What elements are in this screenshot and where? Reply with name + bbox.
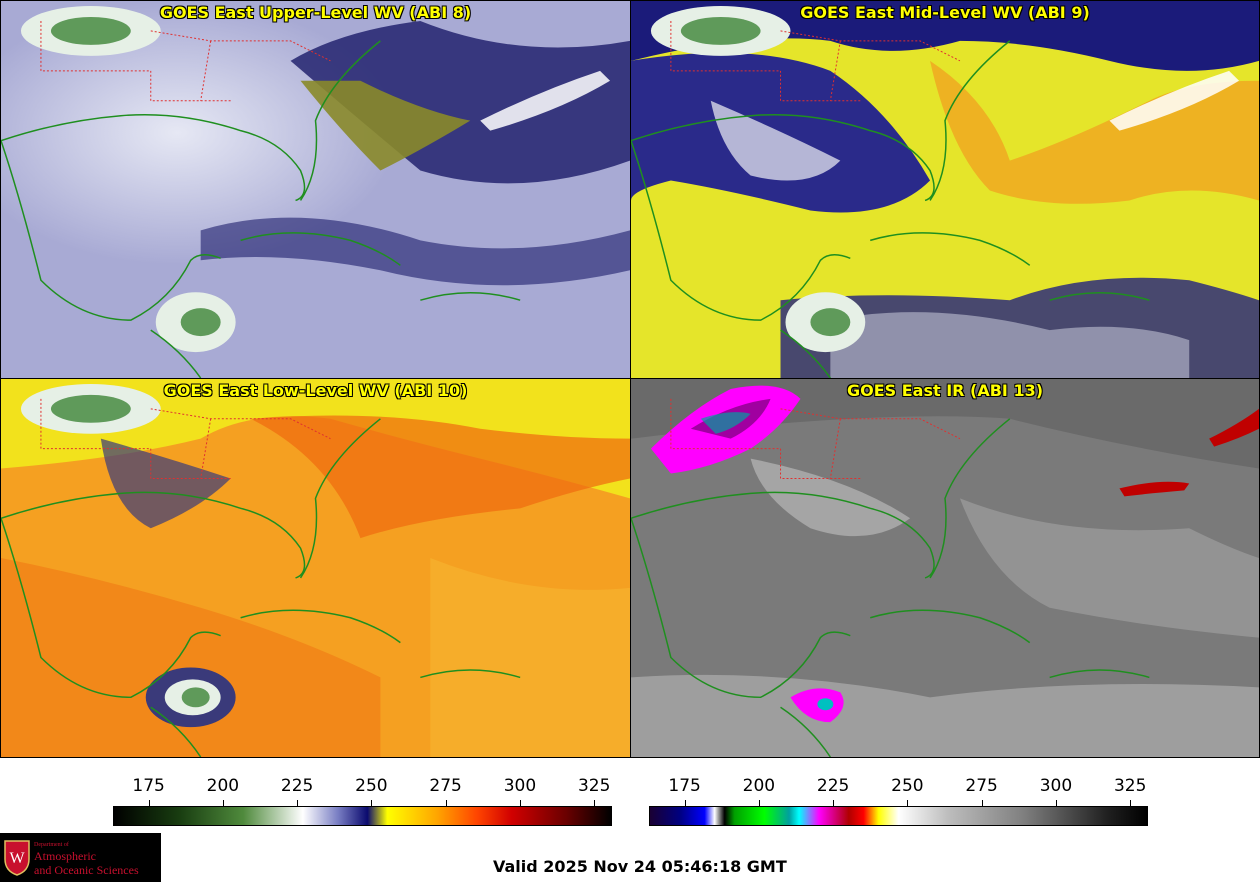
panel-mid-level-wv: GOES East Mid-Level WV (ABI 9) bbox=[630, 0, 1260, 379]
colorbar-wv-ticks: 175 200 225 250 275 300 325 bbox=[113, 776, 612, 806]
colorbar-tick-label: 175 bbox=[668, 776, 701, 796]
satellite-image-mid-wv bbox=[631, 1, 1259, 378]
colorbar-tick-mark bbox=[148, 800, 150, 806]
uw-crest-icon: W bbox=[4, 840, 30, 876]
satellite-image-upper-wv bbox=[1, 1, 630, 378]
satellite-image-low-wv bbox=[1, 379, 630, 757]
colorbar-wv: 175 200 225 250 275 300 325 bbox=[113, 776, 612, 828]
colorbar-tick-label: 175 bbox=[132, 776, 165, 796]
colorbar-tick-label: 225 bbox=[816, 776, 850, 796]
colorbar-tick-mark bbox=[684, 800, 686, 806]
panel-ir: GOES East IR (ABI 13) bbox=[630, 378, 1260, 758]
colorbar-tick-mark bbox=[594, 800, 596, 806]
colorbar-tick-label: 250 bbox=[355, 776, 388, 796]
colorbar-tick-label: 200 bbox=[742, 776, 776, 796]
colorbar-tick-mark bbox=[1055, 800, 1057, 806]
aos-logo: W Department of Atmospheric and Oceanic … bbox=[0, 833, 161, 882]
colorbar-tick-label: 300 bbox=[1039, 776, 1073, 796]
colorbar-tick-label: 225 bbox=[280, 776, 314, 796]
colorbar-tick-mark bbox=[371, 800, 373, 806]
colorbar-tick-mark bbox=[445, 800, 447, 806]
colorbar-tick-label: 275 bbox=[429, 776, 462, 796]
colorbar-wv-gradient bbox=[113, 806, 612, 826]
colorbar-ir-gradient bbox=[649, 806, 1148, 826]
colorbar-tick-mark bbox=[833, 800, 835, 806]
colorbar-tick-mark bbox=[758, 800, 760, 806]
panel-upper-level-wv: GOES East Upper-Level WV (ABI 8) bbox=[0, 0, 631, 379]
logo-line1: Atmospheric bbox=[34, 849, 96, 863]
colorbar-ir-ticks: 175 200 225 250 275 300 325 bbox=[649, 776, 1148, 806]
colorbar-tick-label: 275 bbox=[965, 776, 998, 796]
crest-letter: W bbox=[9, 850, 25, 867]
colorbar-tick-label: 325 bbox=[577, 776, 611, 796]
colorbar-tick-label: 300 bbox=[503, 776, 537, 796]
colorbar-tick-mark bbox=[981, 800, 983, 806]
colorbar-tick-mark bbox=[297, 800, 299, 806]
logo-dept: Department of bbox=[34, 842, 69, 848]
panel-title: GOES East Low-Level WV (ABI 10) bbox=[163, 381, 468, 400]
colorbar-tick-label: 250 bbox=[891, 776, 924, 796]
valid-time: Valid 2025 Nov 24 05:46:18 GMT bbox=[493, 857, 787, 876]
colorbar-tick-label: 325 bbox=[1113, 776, 1147, 796]
panel-title: GOES East Mid-Level WV (ABI 9) bbox=[800, 3, 1090, 22]
colorbar-ir: 175 200 225 250 275 300 325 bbox=[649, 776, 1148, 828]
colorbar-tick-mark bbox=[907, 800, 909, 806]
colorbar-tick-mark bbox=[222, 800, 224, 806]
panel-title: GOES East Upper-Level WV (ABI 8) bbox=[159, 3, 472, 22]
panel-low-level-wv: GOES East Low-Level WV (ABI 10) bbox=[0, 378, 631, 758]
satellite-image-ir bbox=[631, 379, 1259, 757]
panel-title: GOES East IR (ABI 13) bbox=[846, 381, 1044, 400]
colorbar-tick-label: 200 bbox=[206, 776, 240, 796]
colorbar-tick-mark bbox=[1130, 800, 1132, 806]
colorbar-tick-mark bbox=[519, 800, 521, 806]
logo-line2: and Oceanic Sciences bbox=[34, 863, 139, 877]
